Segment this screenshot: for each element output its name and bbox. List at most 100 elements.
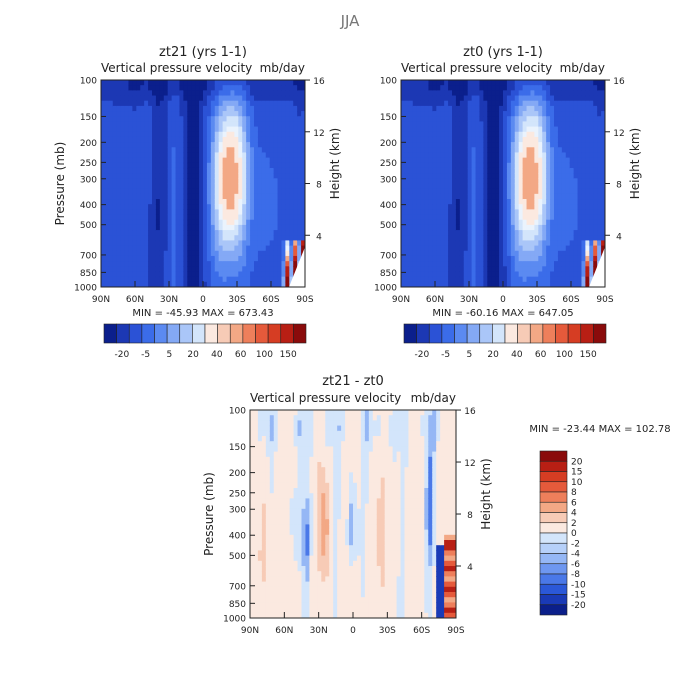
- field-cell: [269, 126, 275, 133]
- field-cell: [313, 498, 318, 505]
- field-cell: [191, 261, 196, 267]
- field-cell: [550, 281, 555, 287]
- field-cell: [238, 271, 243, 278]
- field-cell: [222, 214, 228, 221]
- field-cell: [293, 95, 298, 102]
- field-cell: [132, 178, 137, 185]
- field-cell: [101, 152, 106, 159]
- x-tick-label: 30S: [228, 295, 245, 305]
- field-cell: [581, 80, 586, 86]
- field-cell: [265, 586, 271, 593]
- field-cell: [128, 235, 133, 242]
- field-cell: [277, 90, 283, 97]
- field-cell: [246, 204, 251, 210]
- field-cell: [301, 224, 305, 231]
- field-cell: [565, 152, 571, 159]
- field-cell: [289, 451, 295, 458]
- field-cell: [144, 111, 149, 117]
- field-cell: [269, 451, 275, 458]
- field-cell: [542, 183, 547, 190]
- field-cell: [159, 173, 165, 179]
- field-cell: [313, 534, 318, 541]
- field-cell: [148, 157, 153, 164]
- field-cell: [242, 183, 247, 190]
- field-cell: [305, 503, 311, 510]
- field-cell: [448, 261, 453, 267]
- field-cell: [140, 245, 145, 252]
- field-cell: [420, 281, 426, 287]
- field-cell: [297, 508, 303, 515]
- field-cell: [597, 193, 602, 200]
- field-cell: [452, 142, 457, 148]
- field-cell: [246, 240, 251, 247]
- field-cell: [601, 193, 605, 200]
- field-cell: [285, 126, 290, 133]
- field-cell: [557, 136, 563, 143]
- field-cell: [269, 462, 275, 468]
- field-cell: [277, 508, 283, 515]
- field-cell: [257, 482, 263, 489]
- field-cell: [250, 415, 255, 421]
- field-cell: [273, 95, 279, 102]
- field-cell: [285, 488, 291, 494]
- field-cell: [518, 126, 524, 133]
- field-cell: [159, 105, 165, 112]
- field-cell: [452, 235, 457, 242]
- field-cell: [128, 80, 133, 86]
- field-cell: [305, 597, 311, 603]
- field-cell: [132, 105, 137, 112]
- field-cell: [444, 90, 449, 97]
- field-cell: [163, 271, 169, 278]
- field-cell: [577, 100, 583, 107]
- field-cell: [573, 121, 579, 128]
- field-cell: [214, 266, 220, 273]
- field-cell: [459, 85, 465, 91]
- field-cell: [448, 183, 453, 190]
- field-cell: [554, 167, 559, 174]
- field-cell: [104, 204, 110, 210]
- field-cell: [265, 477, 271, 484]
- field-cell: [416, 90, 422, 97]
- field-cell: [459, 230, 465, 236]
- field-cell: [297, 550, 303, 557]
- field-cell: [401, 111, 406, 117]
- field-cell: [569, 235, 575, 242]
- field-cell: [455, 111, 461, 117]
- field-cell: [293, 586, 299, 593]
- field-cell: [569, 240, 575, 247]
- field-cell: [577, 281, 583, 287]
- field-cell: [183, 116, 188, 122]
- field-cell: [167, 224, 173, 231]
- field-cell: [120, 235, 126, 242]
- field-cell: [565, 235, 571, 242]
- field-cell: [444, 193, 449, 200]
- field-cell: [234, 100, 239, 107]
- field-cell: [522, 136, 528, 143]
- field-cell: [265, 540, 271, 546]
- field-cell: [601, 111, 605, 117]
- field-cell: [573, 199, 579, 205]
- field-cell: [281, 586, 287, 593]
- field-cell: [265, 451, 271, 458]
- field-cell: [518, 90, 524, 97]
- field-cell: [261, 157, 267, 164]
- field-cell: [554, 193, 559, 200]
- field-cell: [195, 224, 200, 231]
- field-cell: [581, 136, 586, 143]
- field-cell: [471, 204, 477, 210]
- field-cell: [265, 607, 271, 614]
- field-cell: [557, 152, 563, 159]
- field-cell: [112, 261, 118, 267]
- field-cell: [112, 121, 118, 128]
- colorbar-label: 5: [166, 350, 172, 360]
- field-cell: [424, 80, 430, 86]
- field-cell: [313, 415, 318, 421]
- field-cell: [577, 111, 583, 117]
- field-cell: [195, 209, 200, 216]
- field-cell: [269, 425, 275, 432]
- field-cell: [108, 230, 114, 236]
- field-cell: [444, 235, 449, 242]
- field-cell: [261, 607, 267, 614]
- field-cell: [277, 173, 283, 179]
- field-cell: [573, 281, 579, 287]
